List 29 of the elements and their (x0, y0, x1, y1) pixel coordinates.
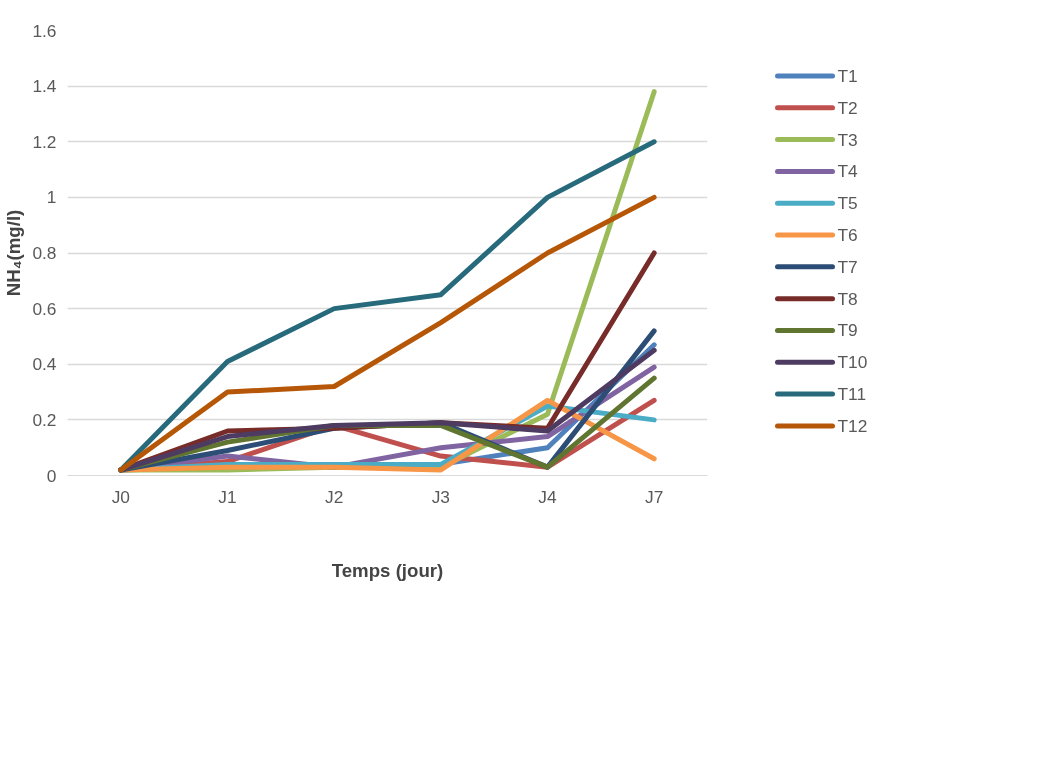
y-tick-label: 0.8 (32, 243, 57, 263)
legend-label: T6 (837, 225, 858, 246)
legend-label: T9 (837, 320, 858, 341)
legend-label: T12 (837, 415, 868, 436)
legend-label: T8 (837, 288, 858, 309)
legend-label: T4 (837, 161, 859, 182)
x-tick-label: J0 (111, 486, 130, 507)
legend-label: T10 (837, 352, 868, 373)
legend-label: T11 (837, 384, 867, 405)
x-tick-label: J3 (431, 486, 450, 507)
y-tick-label: 1.2 (32, 131, 57, 152)
y-tick-label: 0 (46, 465, 57, 486)
legend-label: T1 (837, 65, 858, 86)
y-tick-label: 1 (46, 187, 57, 208)
y-tick-label: 1.4 (32, 76, 57, 97)
x-tick-label: J7 (645, 486, 664, 507)
legend-label: T5 (837, 193, 858, 214)
y-tick-label: 1.6 (32, 20, 57, 41)
y-axis-title: NH₄(mg/l) (3, 209, 25, 297)
x-tick-label: J1 (218, 486, 237, 507)
x-tick-label: J2 (325, 486, 344, 507)
legend-label: T2 (837, 97, 858, 118)
legend-label: T3 (837, 129, 858, 150)
x-axis-title: Temps (jour) (331, 559, 444, 581)
y-tick-label: 0.6 (32, 298, 57, 319)
x-tick-label: J4 (538, 486, 558, 507)
legend-label: T7 (837, 256, 858, 277)
y-tick-label: 0.2 (32, 409, 57, 430)
y-tick-label: 0.4 (32, 354, 57, 375)
